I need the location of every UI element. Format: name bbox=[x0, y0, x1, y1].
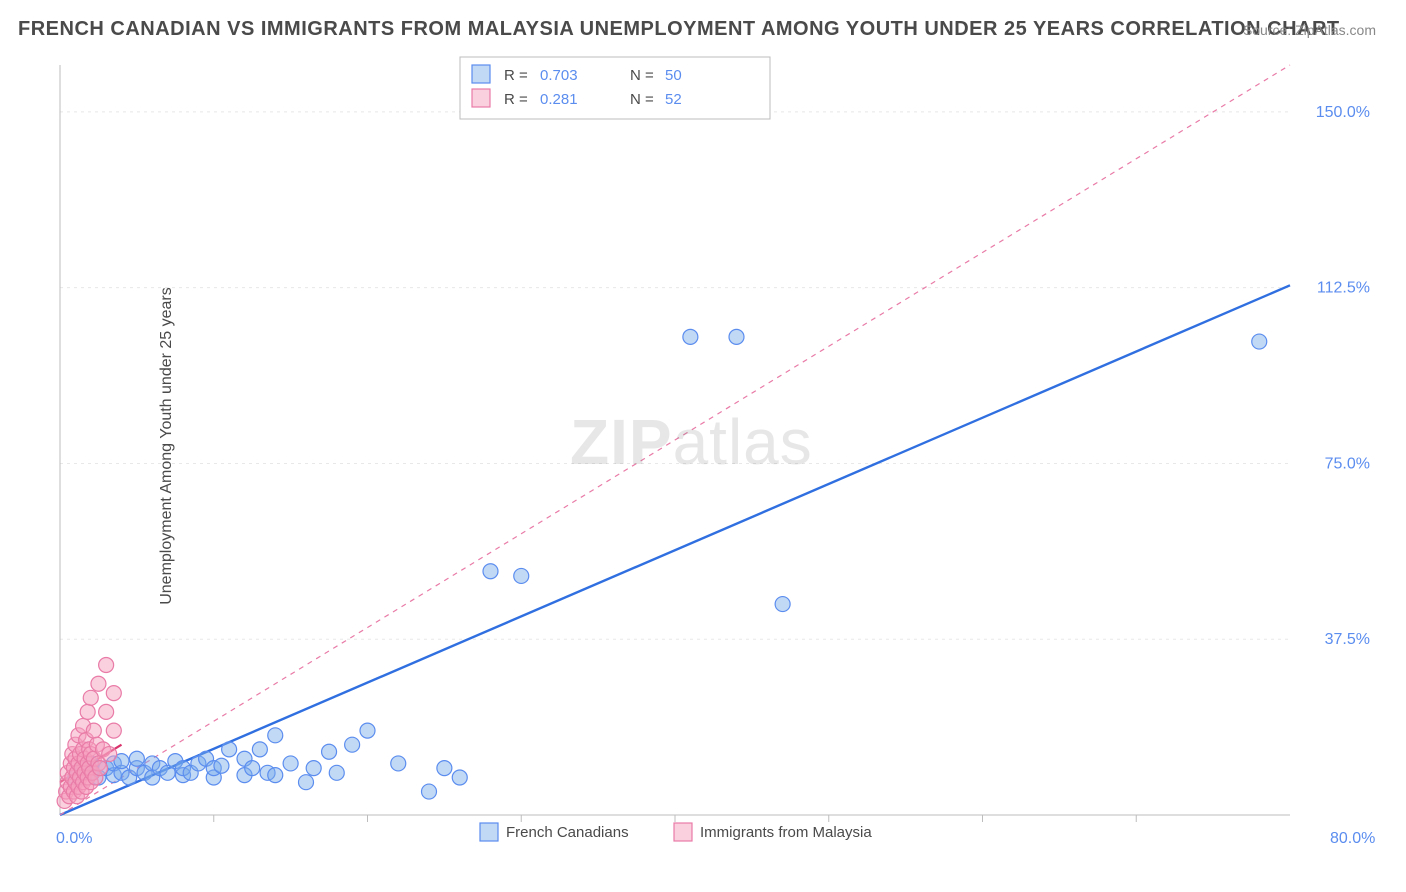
source-prefix: Source: bbox=[1243, 22, 1295, 38]
x-tick-label-min: 0.0% bbox=[56, 830, 92, 847]
legend-stat: R = bbox=[504, 91, 528, 108]
stats-legend: R = 0.703 N = 50 R = 0.281 N = 52 bbox=[460, 57, 770, 119]
legend-stat: N = bbox=[630, 67, 654, 84]
legend-stat: 52 bbox=[665, 91, 682, 108]
source-attribution: Source: ZipAtlas.com bbox=[1243, 22, 1376, 38]
y-tick-label: 150.0% bbox=[1316, 104, 1370, 121]
trend-lines bbox=[60, 65, 1290, 815]
legend-stat: R = bbox=[504, 67, 528, 84]
x-minor-ticks bbox=[214, 815, 1137, 822]
legend-stat: 50 bbox=[665, 67, 682, 84]
legend-stat: 0.281 bbox=[540, 91, 578, 108]
y-tick-labels: 37.5% 75.0% 112.5% 150.0% bbox=[1316, 104, 1370, 648]
series-legend: French Canadians Immigrants from Malaysia bbox=[480, 823, 872, 841]
y-tick-label: 112.5% bbox=[1317, 280, 1370, 297]
plot-area: 37.5% 75.0% 112.5% 150.0% 0.0% 80.0% R = 0.70… bbox=[50, 55, 1380, 855]
legend-stat: 0.703 bbox=[540, 67, 578, 84]
scatter-series-blue bbox=[68, 329, 1267, 799]
chart-container: FRENCH CANADIAN VS IMMIGRANTS FROM MALAY… bbox=[0, 0, 1406, 892]
gridlines bbox=[60, 112, 1290, 639]
source-link[interactable]: ZipAtlas.com bbox=[1295, 22, 1376, 38]
chart-title: FRENCH CANADIAN VS IMMIGRANTS FROM MALAY… bbox=[18, 18, 1340, 41]
legend-series-label: French Canadians bbox=[506, 824, 629, 841]
x-tick-label-max: 80.0% bbox=[1330, 830, 1375, 847]
legend-stat: N = bbox=[630, 91, 654, 108]
y-tick-label: 37.5% bbox=[1325, 631, 1370, 648]
scatter-series-pink bbox=[57, 658, 121, 809]
legend-series-label: Immigrants from Malaysia bbox=[700, 824, 872, 841]
y-tick-label: 75.0% bbox=[1325, 455, 1370, 472]
chart-svg: 37.5% 75.0% 112.5% 150.0% 0.0% 80.0% R = 0.70… bbox=[50, 55, 1380, 855]
